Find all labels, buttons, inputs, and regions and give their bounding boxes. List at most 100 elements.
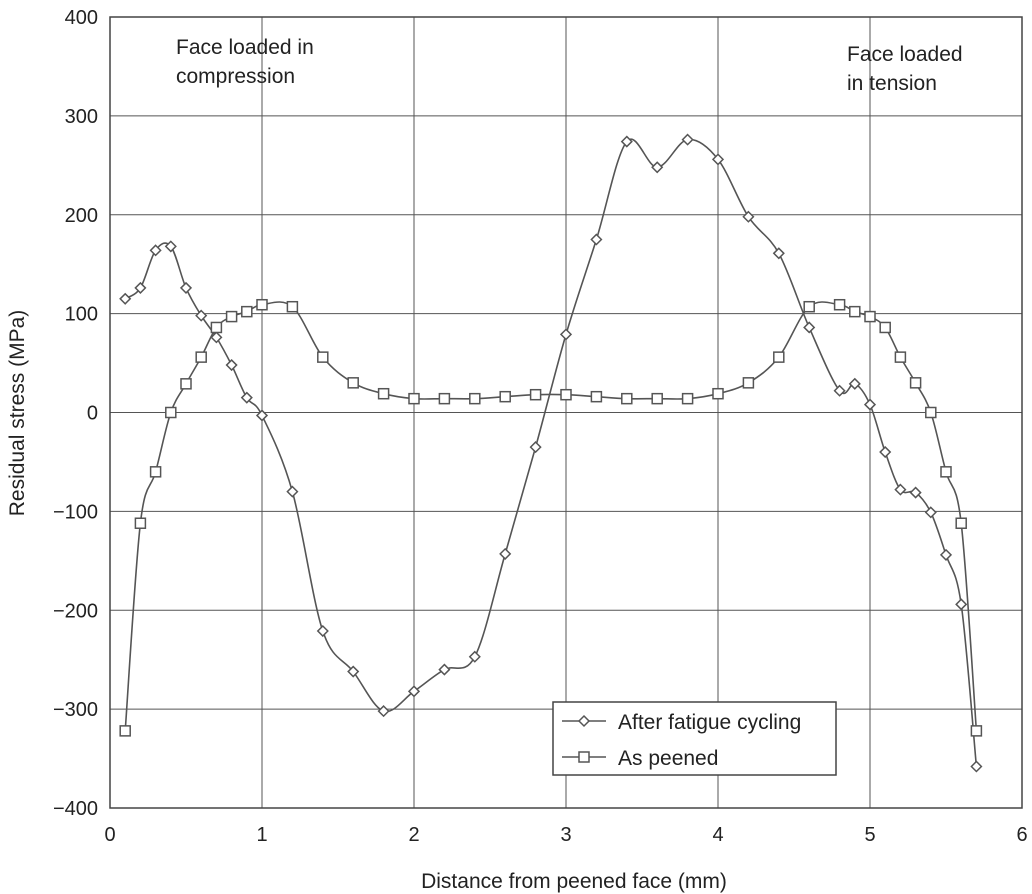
data-point-square xyxy=(347,377,359,389)
series-line-after-fatigue-cycling xyxy=(124,138,978,767)
y-tick-label: −100 xyxy=(53,501,98,523)
annotation-compression-line-2: compression xyxy=(176,65,295,88)
data-point-square xyxy=(119,725,131,737)
data-point-diamond xyxy=(803,321,816,334)
data-point-diamond xyxy=(939,548,953,561)
data-point-diamond xyxy=(833,384,846,397)
data-point-square xyxy=(499,390,511,403)
data-point-diamond xyxy=(438,663,451,676)
legend: After fatigue cycling As peened xyxy=(552,701,837,776)
data-point-diamond xyxy=(210,331,223,344)
data-point-diamond xyxy=(970,760,983,773)
data-point-square xyxy=(909,377,922,389)
data-point-square xyxy=(286,300,299,313)
legend-label-after-fatigue: After fatigue cycling xyxy=(618,711,801,734)
y-tick-label: 0 xyxy=(87,403,98,425)
data-point-square xyxy=(955,517,967,529)
legend-label-as-peened: As peened xyxy=(618,747,718,770)
annotation-tension-line-1: Face loaded xyxy=(847,43,963,66)
data-point-diamond xyxy=(225,358,238,372)
x-tick-label: 6 xyxy=(1016,824,1027,846)
data-point-diamond xyxy=(590,233,603,246)
x-tick-label: 3 xyxy=(560,824,571,846)
data-point-square xyxy=(195,351,207,363)
x-axis-ticks: 0 1 2 3 4 5 6 xyxy=(104,824,1027,846)
data-point-square xyxy=(940,466,952,478)
data-point-square xyxy=(621,392,633,405)
data-point-diamond xyxy=(377,705,390,718)
y-axis-ticks: −400 −300 −200 −100 0 100 200 300 400 xyxy=(53,7,98,820)
data-point-square xyxy=(134,517,147,529)
data-point-square xyxy=(165,406,177,419)
y-tick-label: 200 xyxy=(65,205,98,227)
data-point-square xyxy=(681,392,694,405)
data-point-square xyxy=(180,378,192,390)
data-point-diamond xyxy=(195,309,208,322)
data-point-diamond xyxy=(134,281,147,294)
data-point-square xyxy=(560,388,572,401)
data-point-square xyxy=(241,305,253,318)
data-point-square xyxy=(742,377,755,389)
data-point-diamond xyxy=(879,445,892,459)
data-point-diamond xyxy=(651,161,664,174)
data-point-diamond xyxy=(499,547,512,560)
y-tick-label: 400 xyxy=(65,7,98,29)
y-tick-label: −400 xyxy=(53,798,98,820)
data-point-square xyxy=(408,392,420,405)
legend-box xyxy=(552,701,837,776)
data-point-square xyxy=(773,351,785,363)
data-point-square xyxy=(590,390,603,403)
data-point-square xyxy=(833,298,846,311)
data-point-diamond xyxy=(955,598,968,611)
y-tick-label: 100 xyxy=(65,304,98,326)
data-point-diamond xyxy=(347,665,360,678)
data-point-square xyxy=(317,351,329,363)
x-tick-label: 5 xyxy=(864,824,875,846)
data-point-diamond xyxy=(149,244,162,257)
series-layer xyxy=(119,133,983,773)
data-point-square xyxy=(377,387,390,400)
data-point-diamond xyxy=(468,650,481,663)
x-tick-label: 4 xyxy=(712,824,723,846)
data-point-square xyxy=(225,310,238,323)
data-point-diamond xyxy=(711,153,725,166)
data-point-square xyxy=(712,387,724,400)
data-point-square xyxy=(438,392,451,405)
data-point-diamond xyxy=(742,210,755,223)
annotation-compression-line-1: Face loaded in xyxy=(176,36,314,59)
data-point-diamond xyxy=(240,391,253,404)
data-point-diamond xyxy=(620,135,633,148)
y-tick-label: 300 xyxy=(65,106,98,128)
annotations: Face loaded in compression Face loaded i… xyxy=(176,36,968,95)
data-point-square xyxy=(469,392,481,405)
data-point-diamond xyxy=(894,483,907,496)
series-line-as-peened xyxy=(124,301,978,731)
x-axis-label: Distance from peened face (mm) xyxy=(421,870,727,893)
legend-diamond-marker xyxy=(577,714,591,728)
data-point-diamond xyxy=(119,292,132,305)
data-point-diamond xyxy=(924,506,937,519)
data-point-square xyxy=(879,321,891,334)
y-tick-label: −200 xyxy=(53,600,98,622)
data-point-diamond xyxy=(848,377,861,390)
data-point-diamond xyxy=(286,485,299,498)
data-point-diamond xyxy=(407,685,421,698)
y-axis-label: Residual stress (MPa) xyxy=(6,310,29,517)
data-point-square xyxy=(803,300,815,313)
annotation-tension: Face loaded in tension xyxy=(847,43,968,95)
data-point-square xyxy=(970,725,983,737)
data-point-diamond xyxy=(559,328,573,341)
data-point-diamond xyxy=(863,398,877,411)
data-point-diamond xyxy=(164,240,177,253)
data-point-square xyxy=(210,321,223,334)
x-tick-label: 2 xyxy=(408,824,419,846)
data-point-diamond xyxy=(681,133,694,146)
grid-lines xyxy=(109,16,1023,809)
data-point-diamond xyxy=(316,624,329,638)
data-point-square xyxy=(651,392,663,405)
data-point-diamond xyxy=(255,409,269,422)
data-point-square xyxy=(925,406,937,419)
data-point-diamond xyxy=(179,281,193,294)
data-point-diamond xyxy=(529,441,542,454)
